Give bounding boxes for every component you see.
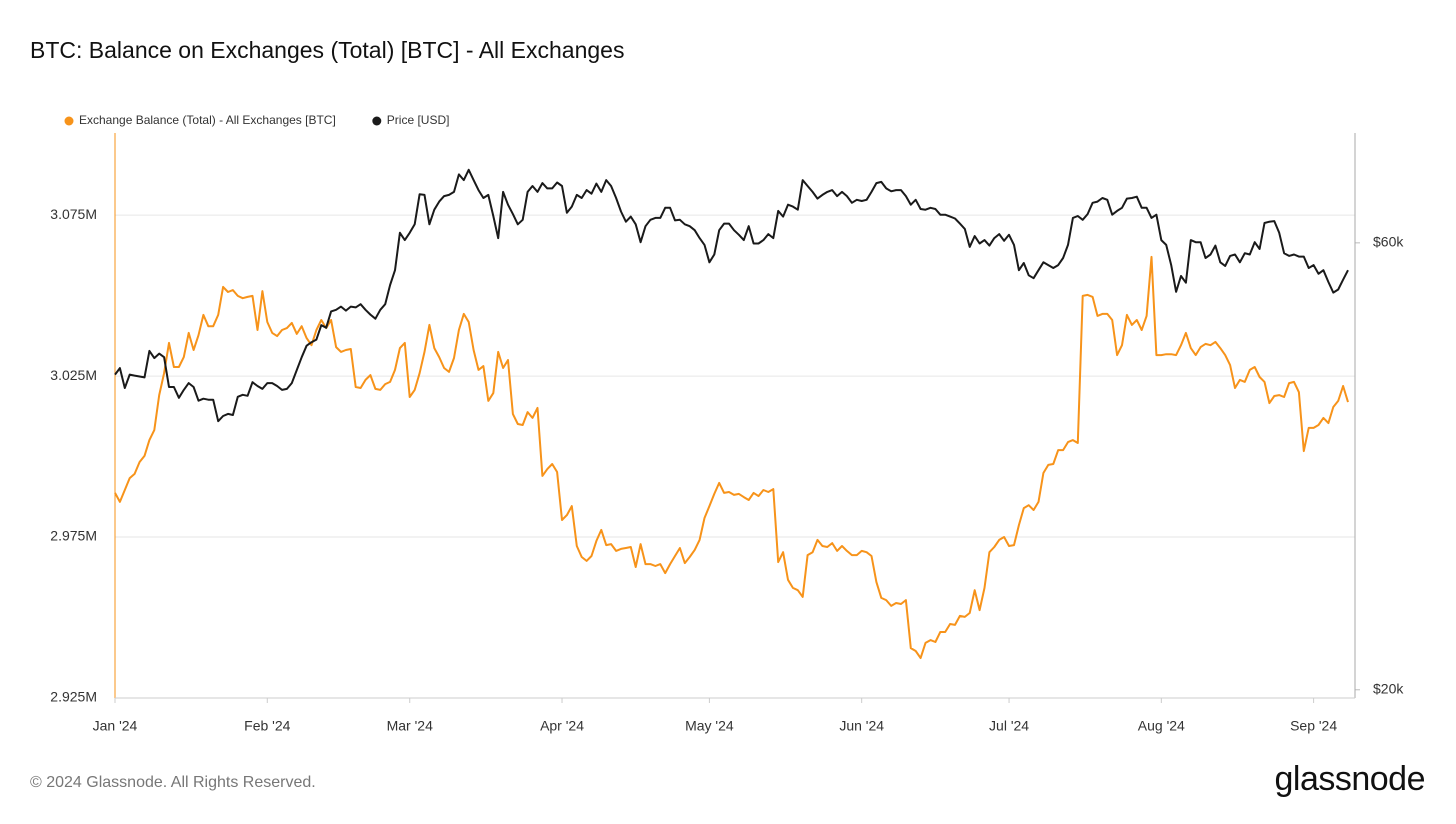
x-tick-label: Mar '24 [387,718,433,734]
brand-logo: glassnode [1274,760,1425,798]
x-tick-label: Feb '24 [244,718,290,734]
x-tick-label: Jul '24 [989,718,1029,734]
y-tick-label: 2.925M [50,689,97,705]
y-tick-label: 3.075M [50,206,97,222]
x-tick-label: Apr '24 [540,718,584,734]
x-tick-label: Jun '24 [839,718,884,734]
x-tick-label: May '24 [685,718,734,734]
chart-title: BTC: Balance on Exchanges (Total) [BTC] … [30,37,624,63]
x-tick-label: Sep '24 [1290,718,1337,734]
y2-tick-label: $60k [1373,234,1404,250]
legend-marker [372,116,382,126]
legend-marker [64,116,74,126]
x-tick-label: Aug '24 [1138,718,1185,734]
copyright: © 2024 Glassnode. All Rights Reserved. [30,774,316,791]
y-tick-label: 2.975M [50,528,97,544]
legend-label: Price [USD] [387,113,450,127]
y-tick-label: 3.025M [50,367,97,383]
y2-tick-label: $20k [1373,680,1404,696]
series-line [114,255,1349,660]
x-tick-label: Jan '24 [93,718,138,734]
series-line [114,168,1349,423]
legend-label: Exchange Balance (Total) - All Exchanges… [79,113,336,127]
